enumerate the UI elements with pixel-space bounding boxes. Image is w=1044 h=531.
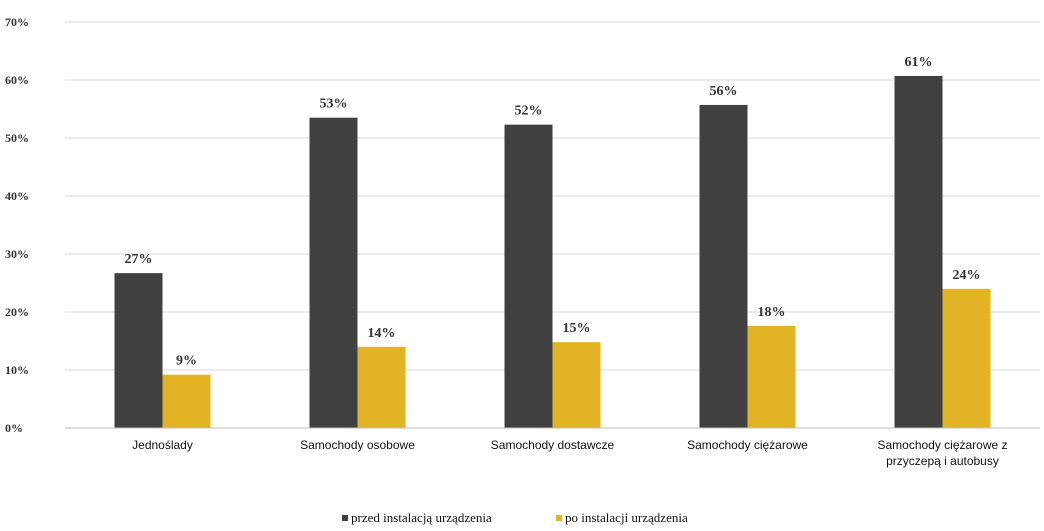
y-tick-label: 40% <box>5 189 29 203</box>
bar-after <box>747 325 796 428</box>
y-tick-label: 10% <box>5 363 29 377</box>
y-tick-label: 0% <box>5 421 23 435</box>
legend-swatch <box>342 515 348 521</box>
bar-after <box>942 288 991 428</box>
legend: przed instalacją urządzenia po instalacji… <box>342 510 688 525</box>
bar-before <box>504 124 553 428</box>
data-label: 14% <box>368 326 396 341</box>
y-tick-label: 50% <box>5 131 29 145</box>
bars <box>114 75 991 428</box>
bar-after <box>162 374 211 428</box>
data-label: 18% <box>758 305 786 320</box>
legend-swatch <box>556 515 562 521</box>
legend-label: przed instalacją urządzenia <box>351 510 492 525</box>
data-label: 61% <box>905 55 933 70</box>
bar-before <box>114 273 163 428</box>
x-tick-label: Jednoślady <box>132 438 193 452</box>
data-label: 24% <box>953 268 981 283</box>
bar-before <box>894 75 943 428</box>
data-label: 9% <box>176 354 197 369</box>
legend-label: po instalacji urządzenia <box>565 510 688 525</box>
bar-before <box>699 104 748 428</box>
x-tick-label: Samochody ciężarowe z <box>877 438 1007 452</box>
y-tick-label: 60% <box>5 73 29 87</box>
y-tick-label: 70% <box>5 15 29 29</box>
data-labels: 27% 9% 53% 14% 52% 15% 56% 18% 61% 24% <box>125 55 981 369</box>
y-tick-label: 20% <box>5 305 29 319</box>
x-tick-label: Samochody osobowe <box>300 438 415 452</box>
data-label: 15% <box>563 321 591 336</box>
y-tick-label: 30% <box>5 247 29 261</box>
data-label: 56% <box>710 84 738 99</box>
x-tick-label: Samochody ciężarowe <box>687 438 808 452</box>
x-tick-label: przyczepą i autobusy <box>886 454 999 468</box>
x-tick-label: Samochody dostawcze <box>491 438 615 452</box>
data-label: 52% <box>515 104 543 119</box>
bar-after <box>552 342 601 428</box>
y-axis: 0% 10% 20% 30% 40% 50% 60% 70% <box>5 15 29 435</box>
bar-after <box>357 346 406 428</box>
data-label: 53% <box>320 97 348 112</box>
data-label: 27% <box>125 252 153 267</box>
x-axis: Jednoślady Samochody osobowe Samochody dos… <box>65 427 1040 468</box>
bar-before <box>309 117 358 428</box>
